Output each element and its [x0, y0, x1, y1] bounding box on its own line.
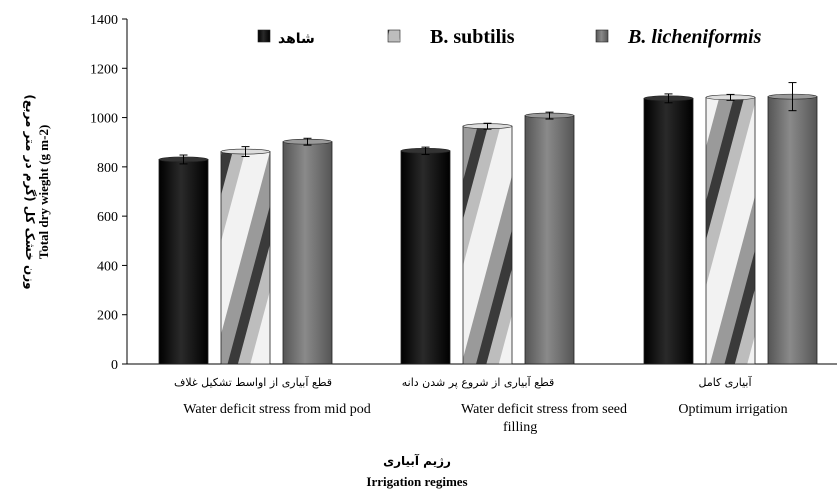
bar	[282, 141, 333, 365]
bar	[158, 159, 209, 365]
y-axis-title-fa: وزن خشک کل (گرم در متر مربع)	[22, 94, 37, 289]
bar	[220, 151, 271, 365]
y-tick-label: 200	[97, 309, 118, 324]
bar	[767, 96, 818, 365]
legend-label: B. licheniformis	[627, 26, 762, 48]
y-tick-label: 1200	[90, 62, 118, 77]
y-tick-label: 600	[97, 210, 118, 225]
category-label-fa: آبیاری کامل	[698, 375, 752, 389]
y-tick-label: 1000	[90, 112, 118, 127]
x-axis-title-fa: رژیم آبیاری	[383, 453, 451, 468]
y-axis-title-en: Total dry wieght (g m-2)	[36, 125, 51, 260]
category-label-fa: قطع آبیاری از اواسط تشکیل غلاف	[174, 375, 332, 389]
legend-swatch	[595, 29, 609, 43]
category-label-en: Optimum irrigation	[678, 402, 787, 417]
y-tick-label: 800	[97, 161, 118, 176]
category-label-en: Water deficit stress from seed	[461, 402, 627, 417]
category-label-en: Water deficit stress from mid pod	[183, 402, 370, 417]
legend-label: شاهد	[278, 31, 315, 47]
bar	[705, 96, 756, 365]
category-label-en: filling	[503, 420, 537, 435]
bar	[462, 125, 513, 365]
y-tick-label: 1400	[90, 13, 118, 28]
legend-swatch	[387, 29, 401, 43]
category-label-fa: قطع آبیاری از شروع پر شدن دانه	[402, 375, 554, 389]
bar	[524, 115, 575, 365]
legend-label: B. subtilis	[430, 26, 515, 48]
bar	[643, 97, 694, 365]
y-tick-label: 0	[111, 358, 118, 373]
y-tick-label: 400	[97, 259, 118, 274]
legend-swatch	[257, 29, 271, 43]
x-axis-title-en: Irrigation regimes	[366, 474, 467, 489]
bar	[400, 150, 451, 365]
